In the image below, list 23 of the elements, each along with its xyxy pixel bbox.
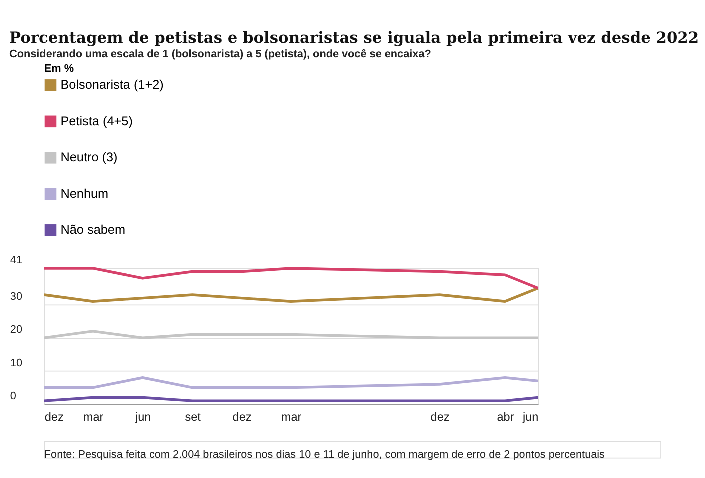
y-tick-label: 10 [10, 357, 23, 370]
x-tick-label: set [185, 411, 202, 424]
x-tick-label: mar [83, 411, 104, 424]
x-tick-label: dez [430, 411, 450, 424]
x-tick-label: jun [134, 411, 152, 424]
x-tick-label: abr [497, 411, 514, 424]
legend-label: Bolsonarista (1+2) [60, 78, 164, 92]
legend-label: Petista (4+5) [60, 114, 133, 128]
y-tick-label: 20 [10, 324, 23, 336]
chart-subtitle: Considerando uma escala de 1 (bolsonarista) a 5 (petista), onde você se encaixa? [10, 48, 432, 60]
y-tick-label: 41 [10, 254, 23, 266]
x-tick-label: mar [281, 411, 302, 424]
y-tick-label: 0 [10, 390, 16, 402]
legend-title: Em % [44, 62, 74, 75]
legend-label: Não sabem [60, 223, 126, 238]
x-tick-label: dez [44, 411, 64, 424]
source-note: Fonte: Pesquisa feita com 2.004 brasileiros nos dias 10 e 11 de junho, com margem de erro de 2 pontos percentuais [44, 448, 606, 461]
y-tick-label: 30 [10, 290, 23, 303]
chart-title: Porcentagem de petistas e bolsonaristas se iguala pela primeira vez desde 2022 [10, 28, 700, 47]
x-tick-label: dez [232, 411, 252, 424]
legend-label: Neutro (3) [60, 150, 118, 165]
x-tick-label: jun [522, 411, 539, 424]
legend-label: Nenhum [60, 186, 109, 201]
